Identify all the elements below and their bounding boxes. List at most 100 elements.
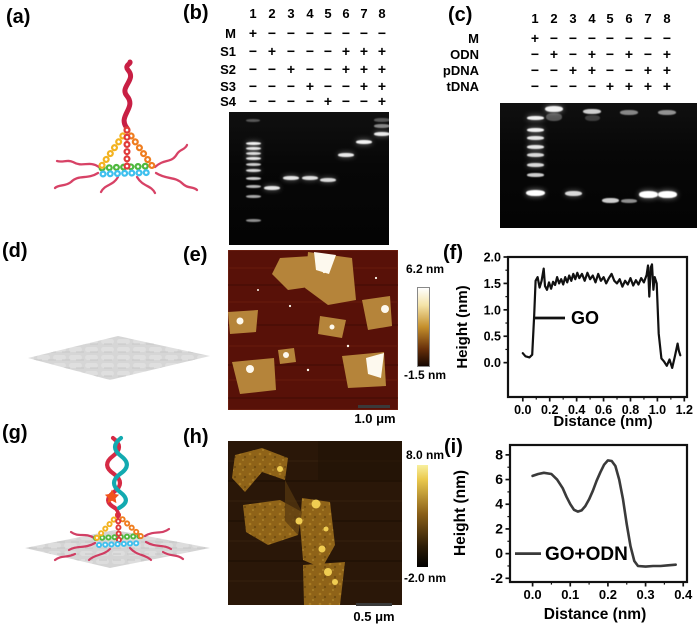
matrix-cell: − (568, 78, 578, 94)
matrix-cell: + (587, 46, 597, 62)
matrix-cell: − (267, 93, 277, 109)
x-tick-label: 0.0 (514, 403, 531, 417)
matrix-cell: + (643, 62, 653, 78)
matrix-cell: + (662, 78, 672, 94)
matrix-cell: + (662, 46, 672, 62)
matrix-cell: − (248, 43, 258, 59)
matrix-cell: − (530, 46, 540, 62)
lane-number: 5 (324, 6, 332, 21)
lane-number: 3 (569, 11, 577, 26)
matrix-cell: − (323, 43, 333, 59)
lane-number: 8 (663, 11, 671, 26)
gel-band (525, 190, 545, 196)
matrix-row-label: pDNA (442, 63, 479, 78)
matrix-cell: + (267, 43, 277, 59)
panel-i-label: (i) (444, 436, 463, 458)
plot-frame (506, 255, 689, 399)
matrix-cell: + (359, 43, 369, 59)
matrix-cell: − (341, 78, 351, 94)
matrix-cell: + (587, 62, 597, 78)
gel-band (246, 118, 260, 122)
matrix-row-label: S3 (220, 79, 236, 94)
gel-band (526, 136, 544, 140)
capture-strand (121, 59, 134, 131)
y-tick-label: 2.0 (484, 251, 501, 265)
star-icon (104, 489, 120, 504)
panel-b-label: (b) (183, 2, 209, 24)
matrix-cell: − (305, 25, 315, 41)
gel-band (264, 186, 280, 190)
data-line (531, 459, 677, 568)
matrix-cell: − (359, 25, 369, 41)
go-sheet (28, 336, 210, 380)
matrix-cell: − (643, 46, 653, 62)
matrix-cell: − (624, 62, 634, 78)
colorbar-go-odn (417, 465, 428, 567)
panel-e-label: (e) (183, 244, 208, 266)
y-tick-label: 2 (495, 520, 503, 536)
tetrahedron-on-go-diagram (25, 435, 210, 568)
lane-number: 6 (342, 6, 350, 21)
gel-band (245, 176, 261, 180)
corner-strands (53, 143, 199, 195)
plot-frame (508, 443, 689, 584)
matrix-cell: + (377, 61, 387, 77)
matrix-cell: − (267, 25, 277, 41)
gel-band (545, 106, 563, 112)
x-tick-label: 0.2 (599, 587, 617, 602)
matrix-cell: − (624, 30, 634, 46)
lane-number: 5 (606, 11, 614, 26)
tetrahedron-edges (94, 126, 159, 178)
tetrahedron-diagram (53, 59, 199, 195)
y-tick-label: -2 (491, 570, 504, 586)
go-flakes (228, 252, 392, 394)
matrix-cell: + (359, 78, 369, 94)
legend-label: GO+ODN (545, 544, 628, 565)
gel-band (584, 115, 600, 121)
gel-image-binding (500, 103, 697, 228)
lane-number: 1 (531, 11, 539, 26)
matrix-row-label: S2 (220, 62, 236, 77)
lane-number: 7 (644, 11, 652, 26)
gel-band (526, 153, 544, 157)
go-sheet-diagram (28, 336, 210, 380)
go-odn-bright-spots (277, 466, 338, 585)
y-axis-label: Height (nm) (452, 470, 469, 556)
matrix-cell: − (341, 25, 351, 41)
gel-band (245, 156, 261, 160)
matrix-row-label: S4 (220, 94, 236, 109)
matrix-cell: − (267, 61, 277, 77)
matrix-cell: + (643, 78, 653, 94)
legend-label: GO (571, 308, 599, 328)
matrix-cell: + (377, 43, 387, 59)
matrix-cell: − (662, 30, 672, 46)
lane-number: 2 (550, 11, 558, 26)
matrix-cell: + (377, 78, 387, 94)
y-tick-label: 0.5 (484, 330, 501, 344)
matrix-cell: − (568, 30, 578, 46)
chart-go-height-profile: 0.0 0.2 0.4 0.6 0.8 1.0 1.2 0.0 0.5 1.0 1.5 2.0 Dist… (454, 251, 693, 431)
y-tick-label: 0 (495, 545, 503, 561)
lane-number: 7 (360, 6, 368, 21)
gel-band (526, 116, 544, 120)
lane-number: 8 (378, 6, 386, 21)
matrix-cell: + (248, 25, 258, 41)
gel-band (546, 113, 562, 121)
gel-band (245, 151, 261, 155)
gel-band (374, 132, 390, 136)
panel-g-label: (g) (2, 422, 28, 444)
x-tick-label: 0.0 (524, 587, 542, 602)
lane-number: 3 (287, 6, 295, 21)
matrix-cell: + (568, 62, 578, 78)
matrix-cell: − (323, 78, 333, 94)
matrix-row-label: ODN (450, 47, 479, 62)
go-odn-flakes (232, 448, 345, 605)
lane-number: 4 (588, 11, 596, 26)
matrix-cell: − (643, 30, 653, 46)
matrix-cell: + (286, 61, 296, 77)
matrix-row-label: tDNA (446, 79, 480, 94)
gel-band (320, 178, 336, 182)
matrix-row-label: M (468, 31, 479, 46)
gel-band (620, 109, 638, 115)
matrix-cell: − (248, 78, 258, 94)
